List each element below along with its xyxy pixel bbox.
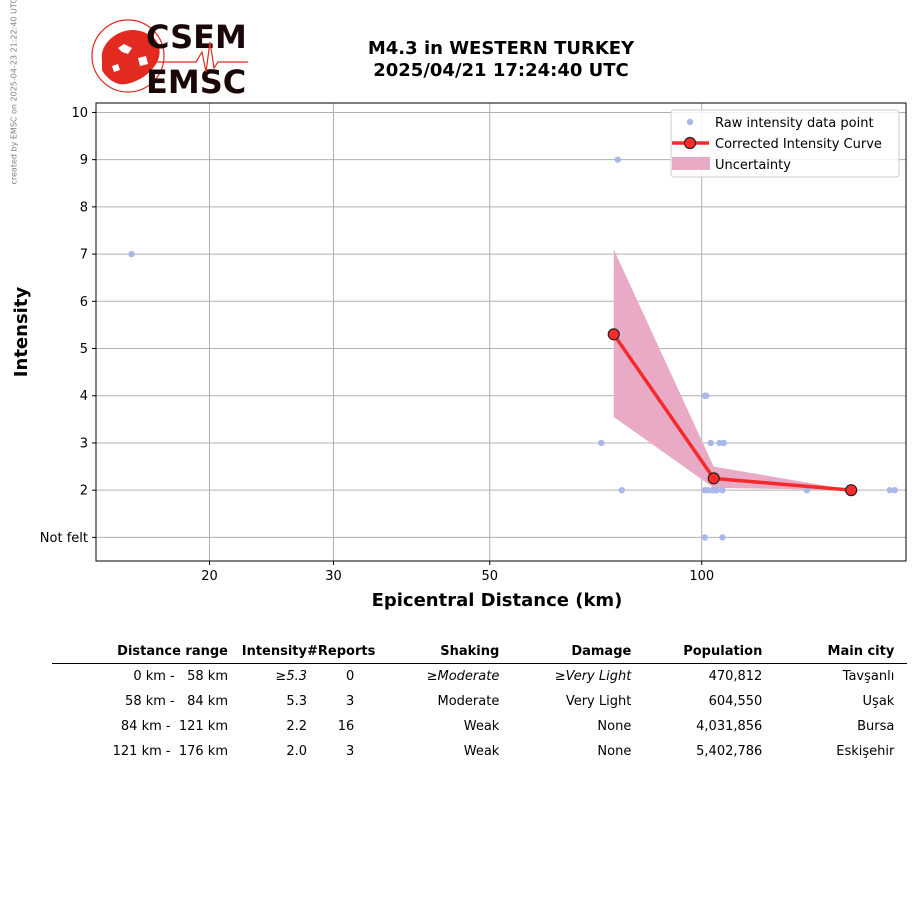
title-line-1: M4.3 in WESTERN TURKEY <box>367 38 635 59</box>
legend-frame <box>670 109 900 178</box>
table-cell: Bursa <box>857 719 895 734</box>
table-cell: Uşak <box>862 694 895 709</box>
raw-data-point <box>128 250 135 258</box>
x-tick-label: 20 <box>201 569 218 584</box>
col-header: #Reports <box>307 640 376 664</box>
plot-frame <box>95 102 907 562</box>
table-cell: None <box>597 719 632 734</box>
y-axis-label: Intensity <box>11 287 32 378</box>
y-tick-label: 10 <box>71 106 88 121</box>
legend-label: Corrected Intensity Curve <box>715 137 882 152</box>
raw-data-point <box>886 486 894 494</box>
table-cell: 121 km - 176 km <box>112 744 228 759</box>
table-header-row: Distance range Intensity #Reports Shakin… <box>52 640 908 664</box>
table-cell: 5.3 <box>286 694 307 709</box>
raw-data-point <box>598 439 605 447</box>
raw-data-point <box>704 486 711 494</box>
table-cell: 470,812 <box>708 669 763 684</box>
x-axis-label: Epicentral Distance (km) <box>372 590 623 611</box>
raw-data-point <box>720 439 728 447</box>
intensity-chart: Not felt 2 3 4 5 6 7 8 9 10 20 30 50 100 Epicentral Di… <box>11 102 907 611</box>
table-cell: ≥Very Light <box>554 669 632 684</box>
table-row: 121 km - 176 km 2.0 3 Weak None 5,402,78… <box>52 739 907 764</box>
corrected-curve-point <box>607 328 620 341</box>
col-header: Population <box>631 640 763 664</box>
table-cell: Weak <box>463 744 500 759</box>
table-row: 84 km - 121 km 2.2 16 Weak None 4,031,85… <box>52 714 907 739</box>
table-cell: 2.0 <box>286 744 307 759</box>
table-cell: 84 km - 121 km <box>120 719 228 734</box>
table-cell: 604,550 <box>708 694 763 709</box>
corrected-curve-point <box>845 484 858 497</box>
y-tick-label: Not felt <box>40 531 88 546</box>
raw-data-point <box>701 534 708 541</box>
chart-legend: Raw intensity data point Corrected Intens… <box>670 109 900 178</box>
uncertainty-band <box>613 249 852 491</box>
y-tick-label: 6 <box>80 295 88 310</box>
x-tick-label: 50 <box>481 569 498 584</box>
title-line-2: 2025/04/21 17:24:40 UTC <box>373 60 629 81</box>
table-cell: 2.2 <box>286 719 307 734</box>
legend-label: Uncertainty <box>715 158 791 173</box>
intensity-summary-table: Distance range Intensity #Reports Shakin… <box>52 640 908 764</box>
table-cell: Weak <box>463 719 500 734</box>
raw-data-point <box>703 392 710 399</box>
table-row: 58 km - 84 km 5.3 3 Moderate Very Light … <box>52 689 907 714</box>
table-cell: 3 <box>346 744 355 759</box>
table-cell: None <box>597 744 632 759</box>
table-row: 0 km - 58 km ≥5.3 0 ≥Moderate ≥Very Ligh… <box>52 664 907 690</box>
x-tick-label: 30 <box>325 569 342 584</box>
table-cell: 5,402,786 <box>696 744 763 759</box>
raw-data-point <box>891 486 899 494</box>
raw-data-point <box>713 486 720 494</box>
table-cell: 58 km - 84 km <box>125 694 228 709</box>
table-cell: 4,031,856 <box>696 719 763 734</box>
table-cell: 0 km - 58 km <box>133 669 228 684</box>
raw-data-point <box>618 486 626 494</box>
raw-data-point <box>803 486 811 494</box>
y-tick-label: 8 <box>80 200 88 215</box>
table-cell: Eskişehir <box>836 744 895 759</box>
logo-text-emsc: EMSC <box>146 63 246 98</box>
y-tick-label: 9 <box>80 153 88 168</box>
table-cell: ≥Moderate <box>426 669 500 684</box>
table-cell: 0 <box>346 669 355 684</box>
table-cell: Moderate <box>437 694 500 709</box>
csem-emsc-logo: CSEM EMSC <box>91 18 248 98</box>
table-cell: Very Light <box>565 694 632 709</box>
chart-title: M4.3 in WESTERN TURKEY 2025/04/21 17:24:… <box>300 38 702 82</box>
table-cell: ≥5.3 <box>275 669 307 684</box>
legend-raw-marker <box>686 118 694 126</box>
corrected-curve-point <box>707 472 720 485</box>
y-tick-label: 7 <box>80 248 88 263</box>
table-cell: 16 <box>337 719 355 734</box>
y-tick-label: 4 <box>80 389 88 404</box>
col-header: Damage <box>499 640 632 664</box>
raw-data-point <box>719 486 726 494</box>
legend-curve-marker <box>683 136 697 150</box>
logo-text-csem: CSEM <box>146 18 247 56</box>
y-tick-label: 2 <box>80 484 88 499</box>
raw-data-point <box>614 156 622 163</box>
legend-label: Raw intensity data point <box>715 116 874 131</box>
raw-data-point <box>707 439 714 447</box>
col-header: Distance range <box>52 640 228 664</box>
x-tick-label: 100 <box>689 569 714 584</box>
legend-uncertainty-swatch <box>672 157 710 170</box>
raw-data-point <box>719 534 726 541</box>
col-header: Main city <box>762 640 908 664</box>
table-cell: 3 <box>346 694 355 709</box>
y-tick-label: 5 <box>80 342 88 357</box>
y-tick-label: 3 <box>80 436 88 451</box>
table-cell: Tavşanlı <box>842 669 895 684</box>
col-header: Shaking <box>375 640 500 664</box>
col-header: Intensity <box>228 640 307 664</box>
